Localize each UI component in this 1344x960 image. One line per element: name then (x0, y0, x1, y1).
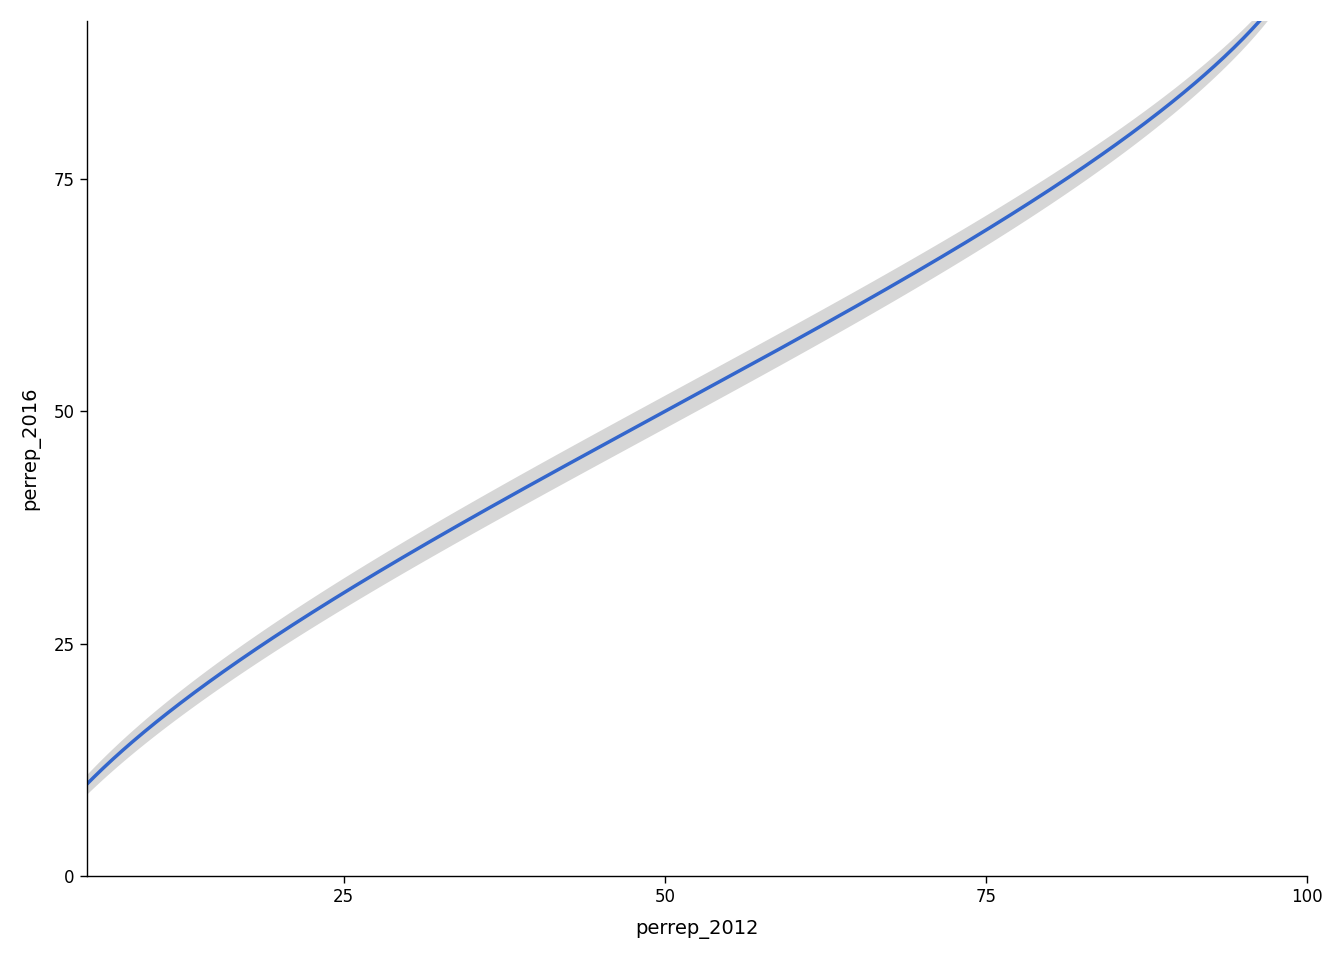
X-axis label: perrep_2012: perrep_2012 (636, 921, 759, 939)
Y-axis label: perrep_2016: perrep_2016 (22, 387, 40, 511)
